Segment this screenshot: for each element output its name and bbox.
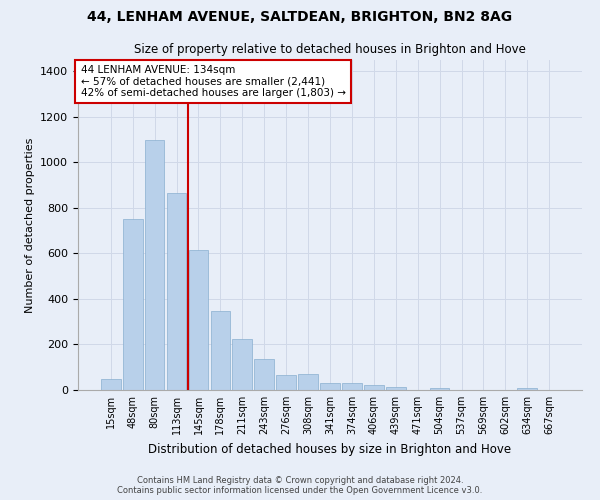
Text: 44, LENHAM AVENUE, SALTDEAN, BRIGHTON, BN2 8AG: 44, LENHAM AVENUE, SALTDEAN, BRIGHTON, B… [88, 10, 512, 24]
Bar [123, 220, 143, 390]
Text: Contains HM Land Registry data © Crown copyright and database right 2024.
Contai: Contains HM Land Registry data © Crown c… [118, 476, 482, 495]
Bar [276, 375, 296, 390]
Bar [517, 388, 537, 390]
Bar [188, 250, 208, 390]
Bar [167, 193, 187, 390]
Bar [342, 383, 362, 390]
Bar [430, 388, 449, 390]
Bar [232, 339, 252, 390]
Bar [364, 386, 384, 390]
Bar [101, 378, 121, 390]
Text: 44 LENHAM AVENUE: 134sqm
← 57% of detached houses are smaller (2,441)
42% of sem: 44 LENHAM AVENUE: 134sqm ← 57% of detach… [80, 65, 346, 98]
Bar [145, 140, 164, 390]
Bar [211, 312, 230, 390]
Bar [320, 383, 340, 390]
Bar [254, 360, 274, 390]
Text: Size of property relative to detached houses in Brighton and Hove: Size of property relative to detached ho… [134, 42, 526, 56]
Bar [298, 374, 318, 390]
Y-axis label: Number of detached properties: Number of detached properties [25, 138, 35, 312]
X-axis label: Distribution of detached houses by size in Brighton and Hove: Distribution of detached houses by size … [148, 442, 512, 456]
Bar [386, 386, 406, 390]
